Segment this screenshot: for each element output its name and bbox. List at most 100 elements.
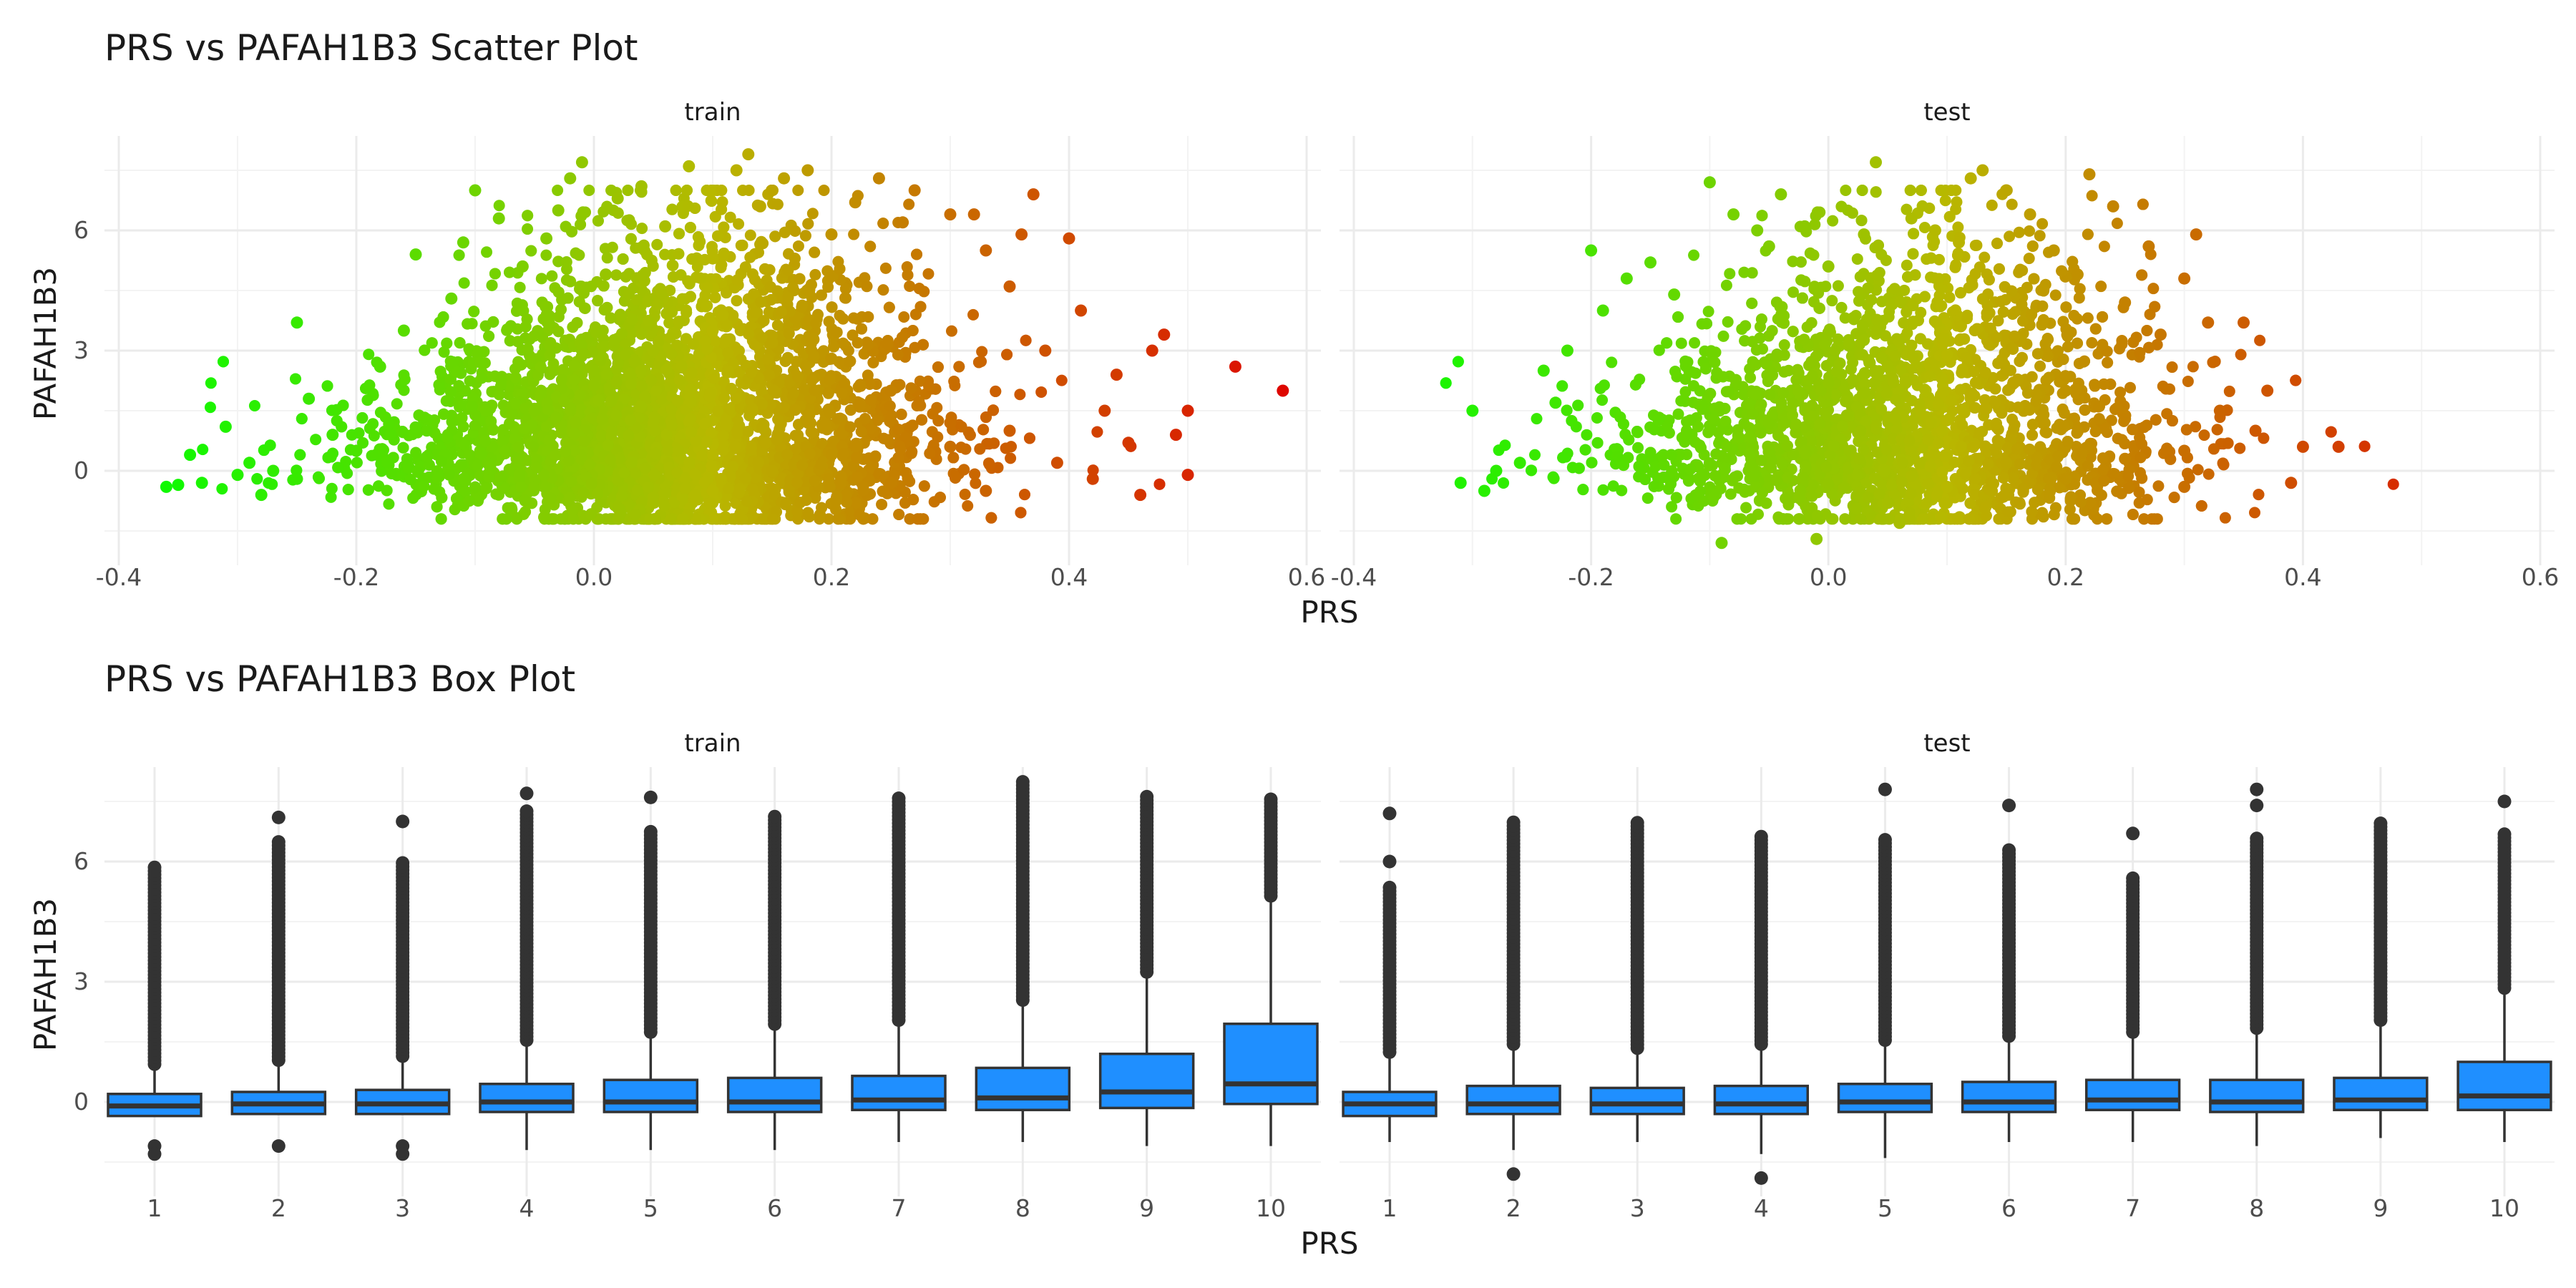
scatter-point	[1055, 374, 1068, 386]
scatter-point	[441, 337, 453, 349]
scatter-point	[626, 313, 638, 326]
scatter-point	[947, 452, 960, 464]
scatter-point	[864, 394, 877, 406]
scatter-point	[694, 272, 706, 284]
scatter-point	[826, 301, 838, 313]
scatter-point	[828, 341, 840, 353]
scatter-point	[743, 185, 755, 196]
scatter-point	[844, 356, 856, 368]
scatter-point	[864, 240, 877, 253]
scatter-point	[458, 277, 470, 289]
scatter-point	[635, 380, 648, 392]
scatter-point	[251, 473, 263, 485]
scatter-point	[705, 195, 717, 207]
scatter-point	[596, 413, 608, 425]
scatter-point	[476, 372, 488, 384]
scatter-point	[912, 513, 924, 525]
scatter-point	[673, 228, 686, 240]
scatter-point	[659, 248, 671, 260]
scatter-point	[970, 477, 982, 489]
scatter-point	[878, 432, 890, 444]
scatter-point	[779, 355, 791, 367]
scatter-point	[932, 361, 944, 374]
scatter-point	[914, 375, 926, 387]
scatter-point	[955, 421, 967, 433]
scatter-point	[684, 222, 696, 234]
scatter-point	[836, 388, 848, 400]
scatter-point	[546, 270, 558, 282]
scatter-point	[804, 447, 816, 459]
scatter-point	[839, 292, 852, 304]
scatter-point	[610, 269, 623, 281]
scatter-point	[904, 280, 916, 292]
scatter-point	[504, 266, 516, 278]
scatter-point	[918, 480, 930, 492]
scatter-point	[658, 500, 670, 512]
scatter-point	[399, 374, 411, 386]
scatter-point	[384, 428, 396, 440]
scatter-point	[1023, 432, 1035, 444]
scatter-point	[464, 375, 476, 387]
scatter-point	[511, 297, 523, 309]
scatter-point	[615, 310, 628, 322]
scatter-point	[1005, 452, 1017, 464]
scatter-point	[621, 215, 633, 227]
scatter-point	[509, 371, 522, 384]
scatter-point	[687, 338, 699, 350]
scatter-point	[742, 426, 754, 438]
scatter-point	[381, 457, 393, 469]
scatter-point	[924, 447, 936, 459]
scatter-point	[519, 321, 532, 333]
scatter-point	[453, 249, 465, 261]
scatter-point	[693, 239, 705, 251]
scatter-point	[391, 398, 403, 410]
scatter-point	[592, 215, 604, 227]
scatter-point	[818, 185, 830, 196]
scatter-point	[601, 301, 613, 313]
scatter-point	[684, 291, 696, 303]
scatter-point	[613, 513, 625, 525]
scatter-point	[796, 301, 808, 313]
scatter-point	[832, 513, 844, 525]
scatter-point	[433, 471, 445, 483]
scatter-point	[1035, 386, 1048, 398]
scatter-point	[830, 494, 842, 507]
scatter-point	[724, 211, 736, 223]
scatter-point	[824, 374, 836, 386]
scatter-point	[712, 405, 724, 417]
scatter-point	[945, 325, 957, 337]
scatter-point	[444, 468, 456, 480]
scatter-point	[649, 469, 661, 481]
scatter-point	[437, 311, 449, 323]
scatter-point	[472, 459, 484, 472]
scatter-point	[600, 368, 613, 380]
scatter-point	[543, 434, 555, 447]
scatter-point	[877, 284, 889, 296]
scatter-point	[844, 513, 857, 525]
scatter-point	[528, 330, 540, 342]
scatter-point	[823, 513, 835, 525]
scatter-point	[497, 434, 509, 447]
scatter-point	[892, 348, 904, 361]
scatter-point	[673, 374, 686, 386]
scatter-point	[583, 185, 595, 196]
scatter-point	[466, 401, 478, 413]
scatter-point	[862, 338, 874, 351]
scatter-point	[990, 385, 1002, 397]
scatter-point	[351, 457, 363, 469]
scatter-point	[705, 185, 717, 196]
scatter-point	[606, 241, 618, 253]
scatter-point	[625, 367, 637, 379]
scatter-point	[892, 452, 904, 464]
scatter-point	[264, 439, 276, 452]
scatter-point	[565, 476, 577, 488]
scatter-point	[426, 337, 438, 349]
scatter-point	[601, 252, 613, 264]
scatter-point	[877, 218, 889, 230]
scatter-point	[522, 223, 534, 235]
scatter-point	[882, 335, 894, 347]
scatter-point	[917, 338, 930, 351]
scatter-point	[464, 449, 476, 461]
scatter-point	[923, 380, 935, 392]
